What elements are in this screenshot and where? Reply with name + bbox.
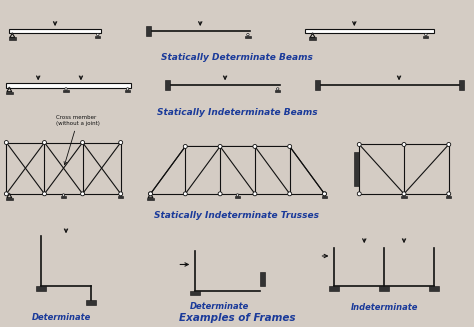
Circle shape — [288, 145, 292, 148]
Circle shape — [276, 88, 279, 90]
Bar — [118, 197, 123, 198]
Circle shape — [43, 192, 46, 196]
Bar — [146, 26, 151, 36]
Text: Determinate: Determinate — [190, 302, 249, 311]
Text: Statically Indeterminate Beams: Statically Indeterminate Beams — [157, 108, 317, 117]
Circle shape — [447, 194, 450, 196]
Bar — [305, 28, 434, 33]
Circle shape — [81, 141, 84, 145]
Bar — [6, 83, 131, 88]
Bar — [147, 198, 154, 200]
Bar — [246, 36, 251, 38]
Bar — [64, 90, 69, 92]
Bar — [401, 197, 407, 198]
Circle shape — [81, 192, 84, 196]
Circle shape — [447, 192, 451, 196]
Circle shape — [4, 192, 9, 196]
Circle shape — [322, 192, 327, 196]
Bar — [9, 37, 16, 40]
Circle shape — [127, 88, 129, 90]
Circle shape — [62, 194, 65, 196]
Circle shape — [312, 33, 313, 34]
Text: Determinate: Determinate — [31, 313, 91, 322]
Circle shape — [65, 88, 67, 90]
Circle shape — [253, 192, 257, 196]
Bar — [36, 285, 46, 290]
Bar — [329, 285, 339, 290]
Circle shape — [218, 192, 222, 196]
Bar — [446, 197, 451, 198]
Bar — [235, 197, 240, 198]
Circle shape — [97, 33, 99, 36]
Circle shape — [9, 87, 10, 88]
Circle shape — [118, 192, 123, 196]
Text: Indeterminate: Indeterminate — [350, 303, 418, 312]
Bar — [379, 285, 389, 290]
Bar — [125, 90, 130, 92]
Circle shape — [247, 33, 249, 36]
Bar — [6, 198, 13, 200]
Bar — [429, 285, 439, 290]
Circle shape — [183, 145, 187, 148]
Bar — [322, 197, 327, 198]
Bar — [275, 90, 280, 92]
Circle shape — [4, 141, 9, 145]
Circle shape — [237, 194, 239, 196]
Circle shape — [253, 145, 257, 148]
Circle shape — [218, 145, 222, 148]
Bar — [423, 36, 428, 38]
Circle shape — [12, 33, 13, 34]
Circle shape — [447, 143, 451, 146]
Circle shape — [43, 141, 46, 145]
Circle shape — [148, 192, 153, 196]
Bar — [459, 80, 464, 90]
Text: Statically Indeterminate Trusses: Statically Indeterminate Trusses — [155, 211, 319, 220]
Bar — [9, 28, 101, 33]
Circle shape — [322, 192, 327, 196]
Circle shape — [183, 192, 187, 196]
Text: Cross member
(without a joint): Cross member (without a joint) — [56, 115, 100, 164]
Bar — [95, 36, 100, 38]
Circle shape — [403, 194, 405, 196]
Bar — [190, 290, 200, 296]
Text: Statically Determinate Beams: Statically Determinate Beams — [161, 53, 313, 62]
Bar — [354, 152, 359, 186]
Text: Examples of Frames: Examples of Frames — [179, 313, 295, 323]
Circle shape — [9, 193, 10, 195]
Bar — [310, 37, 316, 40]
Bar — [315, 80, 319, 90]
Bar — [86, 301, 96, 305]
Circle shape — [148, 192, 153, 196]
Bar — [61, 197, 66, 198]
Bar — [165, 80, 170, 90]
Circle shape — [323, 194, 326, 196]
Circle shape — [402, 143, 406, 146]
Circle shape — [150, 193, 151, 195]
Circle shape — [119, 194, 122, 196]
Bar — [260, 272, 265, 285]
Circle shape — [425, 33, 427, 36]
Circle shape — [118, 141, 123, 145]
Circle shape — [357, 143, 361, 146]
Circle shape — [402, 192, 406, 196]
Bar — [6, 92, 13, 94]
Circle shape — [288, 192, 292, 196]
Circle shape — [357, 192, 361, 196]
